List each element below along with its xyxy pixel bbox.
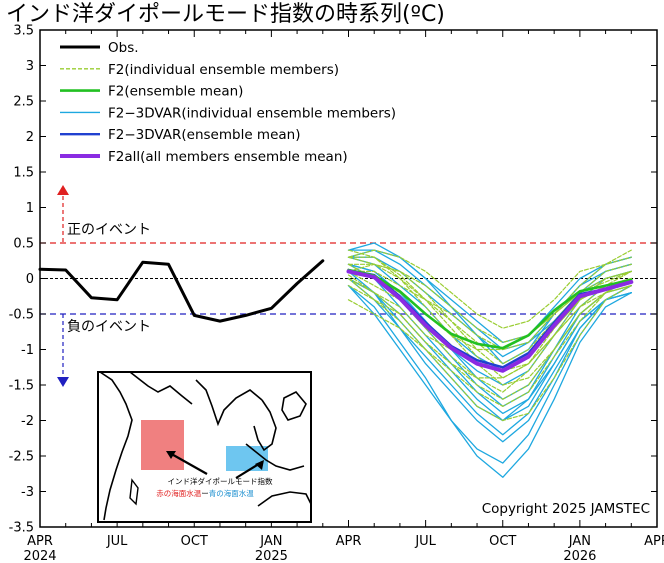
f2-member-line [347,249,632,329]
y-tick-label: -1.5 [9,379,34,394]
x-tick-year-label: 2026 [563,549,596,563]
coastline-seasia [253,399,277,452]
f2-3dvar-member-line [347,263,632,415]
positive-event-arrow-head [57,185,69,195]
coastline-sumatra [245,443,305,471]
x-tick-label: JUL [414,534,436,549]
x-tick-label: APR [27,534,53,549]
legend-label-f2-3dvar-mean: F2−3DVAR(ensemble mean) [108,127,301,143]
f2-member-line [347,263,632,372]
x-tick-label: APR [644,534,664,549]
y-tick-label: 1 [26,201,34,216]
east-arrow-head [255,460,264,470]
f2-mean-line [347,268,633,350]
f2all-mean-line [346,269,634,373]
x-tick-label: OCT [489,534,516,549]
inset-map: インド洋ダイポールモード指数 赤の海面水温ー青の海面水温 [97,371,312,523]
x-tick-label: JAN [568,534,591,549]
inset-minus: ー [201,489,209,498]
y-tick-label: -2 [21,414,34,429]
x-tick-label: OCT [181,534,208,549]
f2-member-line [347,249,632,351]
positive-event-label: 正のイベント [67,222,151,238]
y-tick-label: 2 [26,130,34,145]
y-tick-label: 3 [26,59,34,74]
y-tick-label: 3.5 [13,24,34,39]
inset-red-term: 赤の海面水温 [156,488,201,498]
x-tick-label: JAN [259,534,282,549]
negative-event-arrow-head [57,377,69,387]
west-box [141,420,184,470]
coastline-india [195,379,263,427]
legend-label-f2-3dvar-members: F2−3DVAR(individual ensemble members) [108,105,396,121]
negative-event-label: 負のイベント [67,319,151,335]
y-tick-label: -0.5 [9,308,34,323]
legend-label-obs: Obs. [108,40,139,56]
x-tick-label: JUL [106,534,128,549]
west-arrow [167,451,208,475]
x-tick-year-label: 2024 [23,549,56,563]
inset-title: インド洋ダイポールモード指数 [168,476,273,486]
legend-label-f2-members: F2(individual ensemble members) [108,62,339,78]
y-tick-label: 0 [26,272,34,287]
y-tick-label: 1.5 [13,166,34,181]
f2-member-line [347,277,632,407]
coastline-madagascar [129,478,139,506]
inset-blue-term: 青の海面水温 [209,488,254,498]
chart-title: インド洋ダイポールモード指数の時系列(ºC) [6,2,445,27]
f2-3dvar-member-line [347,277,632,436]
f2-member-line [347,285,632,379]
y-tick-label: -1 [21,343,34,358]
f2-member-line [347,277,632,422]
copyright: Copyright 2025 JAMSTEC [482,501,650,517]
f2-3dvar-member-line [347,284,632,478]
y-tick-label: -3 [21,485,34,500]
f2-member-line [347,256,632,386]
y-tick-label: -2.5 [9,450,34,465]
west-arrow-head [166,451,176,459]
coastline-africa [99,371,133,521]
inset-frame [97,371,312,523]
x-tick-year-label: 2025 [255,549,288,563]
coastline-arabia [129,371,193,405]
inset-formula: 赤の海面水温ー青の海面水温 [156,488,254,498]
y-tick-label: 0.5 [13,237,34,252]
obs-line [38,259,325,323]
coastline-borneo [281,391,307,421]
y-tick-label: -3.5 [9,521,34,536]
y-tick-label: 2.5 [13,95,34,110]
f2-3dvar-member-line [347,242,632,344]
x-tick-label: APR [336,534,362,549]
legend-label-f2all-mean: F2all(all members ensemble mean) [108,149,348,165]
legend-label-f2-mean: F2(ensemble mean) [108,84,243,100]
coastline-australia [257,491,312,507]
